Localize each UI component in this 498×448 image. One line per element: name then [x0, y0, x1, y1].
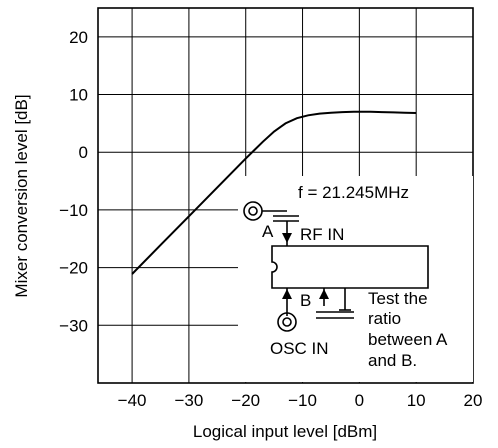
y-tick-label: 20: [69, 28, 88, 47]
x-tick-label: −40: [118, 391, 147, 410]
x-tick-label: 10: [407, 391, 426, 410]
x-tick-label: 20: [464, 391, 483, 410]
conversion-curve: [131, 110, 417, 275]
y-tick-label: −20: [59, 259, 88, 278]
tick-labels: −40 −30 −20 −10 0 10 20 −30 −20 −10 0 10 20: [59, 28, 482, 410]
x-tick-label: −30: [174, 391, 203, 410]
x-tick-label: −20: [231, 391, 260, 410]
y-tick-label: 10: [69, 86, 88, 105]
point-a-label: A: [262, 222, 274, 241]
y-axis-title: Mixer conversion level [dB]: [12, 94, 31, 297]
b-arrow-up-icon: [319, 289, 329, 299]
frequency-label: f = 21.245MHz: [298, 183, 409, 202]
x-tick-label: 0: [355, 391, 364, 410]
y-tick-label: −10: [59, 201, 88, 220]
note-line-1: Test the: [368, 289, 428, 308]
y-tick-label: 0: [79, 143, 88, 162]
test-circuit-diagram: f = 21.245MHz A RF IN B OSC IN Test the …: [238, 176, 473, 382]
rf-in-label: RF IN: [300, 225, 344, 244]
x-tick-label: −10: [288, 391, 317, 410]
point-b-label: B: [300, 291, 311, 310]
note-line-2: ratio: [368, 309, 401, 328]
rf-arrow-down-icon: [282, 233, 292, 243]
osc-in-label: OSC IN: [270, 339, 329, 358]
osc-arrow-up-icon: [282, 289, 292, 299]
note-line-4: and B.: [368, 351, 417, 370]
osc-connector-icon: [277, 312, 297, 332]
note-line-3: between A: [368, 330, 448, 349]
y-tick-label: −30: [59, 316, 88, 335]
x-axis-title: Logical input level [dBm]: [193, 422, 377, 441]
